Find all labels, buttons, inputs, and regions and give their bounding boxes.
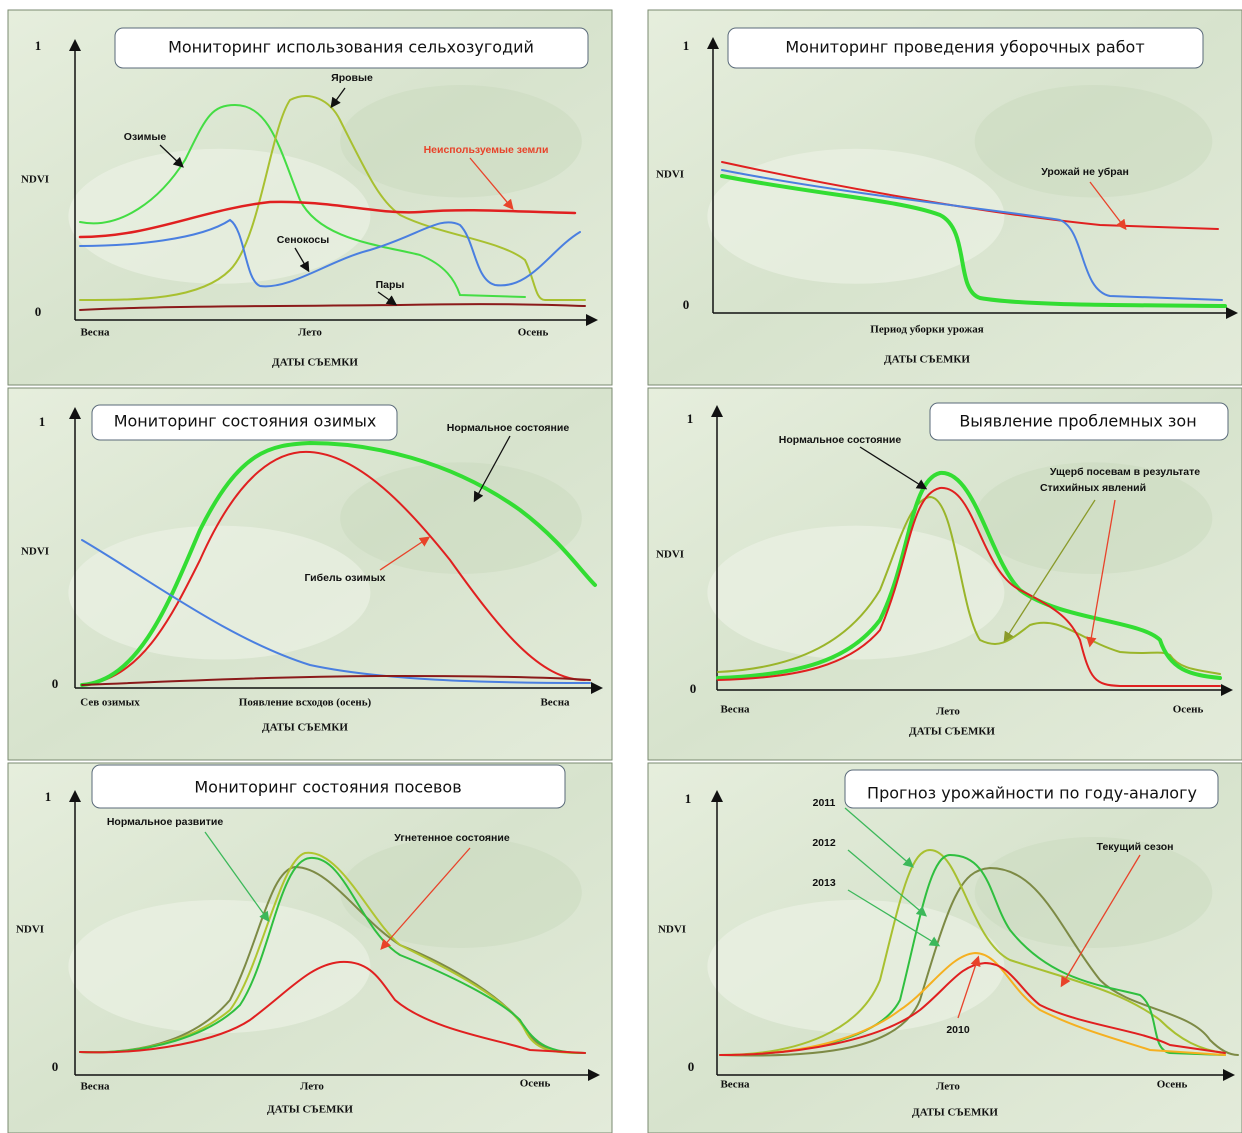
annotation: Сенокосы — [277, 234, 329, 246]
annotation: Яровые — [331, 72, 373, 84]
annotation: Гибель озимых — [304, 572, 385, 584]
y-axis-label: NDVI — [16, 924, 44, 936]
field-patch — [340, 85, 582, 198]
y-axis-label: NDVI — [21, 546, 49, 558]
panel-title: Мониторинг состояния посевов — [194, 778, 461, 797]
y-max-label: 1 — [687, 411, 694, 426]
diagram-sheet: Мониторинг использования сельхозугодий 1 0… — [0, 0, 1242, 1133]
annotation: Ущерб посевам в результате — [1050, 466, 1200, 478]
annotation: Нормальное состояние — [779, 434, 902, 446]
y-axis-label: NDVI — [21, 174, 49, 186]
y-min-label: 0 — [35, 304, 42, 319]
annotation: Стихийных явлений — [1040, 482, 1146, 494]
y-min-label: 0 — [683, 297, 690, 312]
x-axis-label: Сев озимых — [80, 697, 140, 709]
y-max-label: 1 — [45, 789, 52, 804]
x-axis-label: Весна — [80, 1081, 110, 1093]
x-axis-label: Осень — [1157, 1079, 1188, 1091]
annotation: 2013 — [812, 877, 836, 889]
annotation: Текущий сезон — [1097, 841, 1174, 853]
x-axis-label: Весна — [540, 697, 570, 709]
x-axis-label: Лето — [300, 1081, 324, 1093]
x-axis-label: Весна — [80, 327, 110, 339]
x-axis-title: ДАТЫ СЪЕМКИ — [262, 722, 348, 734]
x-axis-title: ДАТЫ СЪЕМКИ — [909, 726, 995, 738]
field-patch — [68, 149, 370, 284]
y-axis-label: NDVI — [656, 549, 684, 561]
field-patch — [68, 526, 370, 660]
y-min-label: 0 — [52, 1059, 59, 1074]
y-axis-label: NDVI — [656, 169, 684, 181]
y-min-label: 0 — [688, 1059, 695, 1074]
panel-title: Мониторинг проведения уборочных работ — [785, 38, 1144, 57]
field-patch — [707, 526, 1004, 660]
y-min-label: 0 — [52, 676, 59, 691]
body: {"panels": [ {"title": "Мониторинг испол… — [0, 0, 1242, 1133]
x-axis-label: Лето — [936, 706, 960, 718]
annotation: Нормальное развитие — [107, 816, 223, 828]
x-axis-label: Осень — [520, 1078, 551, 1090]
x-axis-label: Период уборки урожая — [870, 324, 983, 336]
y-max-label: 1 — [685, 791, 692, 806]
y-max-label: 1 — [35, 38, 42, 53]
y-max-label: 1 — [39, 414, 46, 429]
annotation: Угнетенное состояние — [394, 832, 510, 844]
x-axis-title: ДАТЫ СЪЕМКИ — [912, 1107, 998, 1119]
annotation: Урожай не убран — [1041, 166, 1129, 178]
x-axis-label: Лето — [936, 1081, 960, 1093]
panel-title: Выявление проблемных зон — [959, 412, 1196, 431]
x-axis-title: ДАТЫ СЪЕМКИ — [267, 1104, 353, 1116]
annotation: Неиспользуемые земли — [424, 144, 549, 156]
x-axis-label: Осень — [518, 327, 549, 339]
x-axis-title: ДАТЫ СЪЕМКИ — [884, 354, 970, 366]
annotation: Пары — [376, 279, 405, 291]
page: html, body { margin: 0; padding: 0; widt… — [0, 0, 1242, 1133]
x-axis-label: Весна — [720, 704, 750, 716]
field-patch — [340, 462, 582, 574]
annotation: 2012 — [812, 837, 836, 849]
annotation: Нормальное состояние — [447, 422, 570, 434]
x-axis-label: Появление всходов (осень) — [239, 697, 372, 709]
field-patch — [975, 462, 1213, 574]
annotation: Озимые — [124, 131, 167, 143]
field-patch — [975, 85, 1213, 198]
annotation: 2010 — [946, 1024, 970, 1036]
panel-title: Мониторинг использования сельхозугодий — [168, 38, 534, 57]
x-axis-label: Лето — [298, 327, 322, 339]
x-axis-title: ДАТЫ СЪЕМКИ — [272, 357, 358, 369]
annotation: 2011 — [813, 797, 836, 809]
y-axis-label: NDVI — [658, 924, 686, 936]
panel-title: Мониторинг состояния озимых — [114, 412, 377, 431]
panel-title: Прогноз урожайности по году-аналогу — [867, 784, 1197, 803]
x-axis-label: Весна — [720, 1079, 750, 1091]
x-axis-label: Осень — [1173, 704, 1204, 716]
y-min-label: 0 — [690, 681, 697, 696]
y-max-label: 1 — [683, 38, 690, 53]
